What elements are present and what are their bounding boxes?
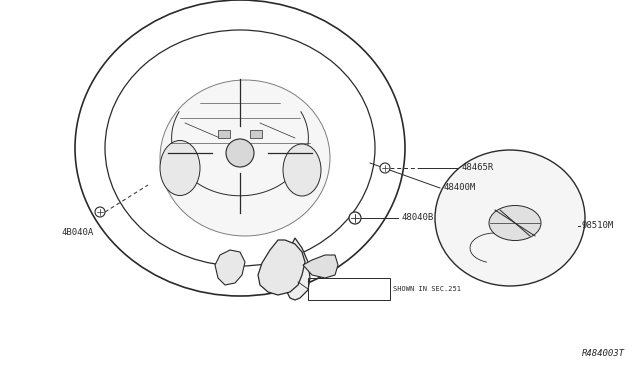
Ellipse shape (226, 139, 254, 167)
Text: 48465R: 48465R (462, 164, 494, 173)
Text: R484003T: R484003T (582, 349, 625, 358)
Bar (308, 278, 390, 300)
Bar (250, 130, 262, 138)
Ellipse shape (160, 141, 200, 196)
Text: 98510M: 98510M (582, 221, 614, 231)
Text: 48400M: 48400M (443, 183, 476, 192)
Text: SHOWN IN SEC.251: SHOWN IN SEC.251 (393, 286, 461, 292)
Polygon shape (258, 240, 305, 295)
Polygon shape (285, 238, 310, 300)
Circle shape (380, 163, 390, 173)
Polygon shape (215, 250, 245, 285)
Ellipse shape (489, 205, 541, 241)
Text: 4B040A: 4B040A (62, 228, 94, 237)
Ellipse shape (283, 144, 321, 196)
Ellipse shape (160, 80, 330, 236)
Bar (218, 130, 230, 138)
Circle shape (349, 212, 361, 224)
Ellipse shape (435, 150, 585, 286)
Text: 48040B: 48040B (402, 214, 435, 222)
Polygon shape (303, 255, 338, 278)
Circle shape (95, 207, 105, 217)
